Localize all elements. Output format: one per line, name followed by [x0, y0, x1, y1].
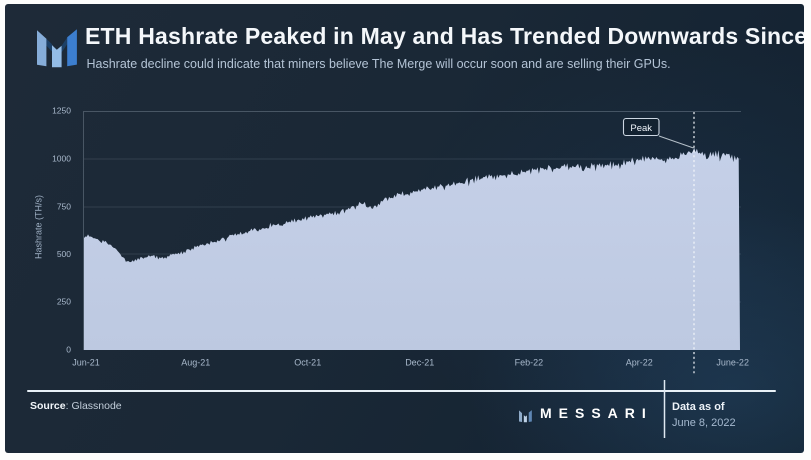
svg-text:Feb-22: Feb-22 — [515, 358, 544, 368]
svg-text:Hashrate (TH/s): Hashrate (TH/s) — [34, 195, 44, 259]
svg-text:500: 500 — [57, 249, 71, 259]
svg-text:1000: 1000 — [52, 154, 71, 164]
svg-text:Aug-21: Aug-21 — [181, 358, 210, 368]
svg-text:Apr-22: Apr-22 — [626, 358, 653, 368]
svg-text:250: 250 — [57, 297, 71, 307]
svg-text:0: 0 — [66, 345, 71, 355]
svg-text:June-22: June-22 — [716, 358, 749, 368]
svg-text:Peak: Peak — [630, 123, 652, 134]
svg-text:1250: 1250 — [52, 106, 71, 116]
svg-text:750: 750 — [57, 202, 71, 212]
svg-text:Oct-21: Oct-21 — [294, 358, 321, 368]
svg-text:Jun-21: Jun-21 — [72, 358, 100, 368]
svg-text:Dec-21: Dec-21 — [405, 358, 434, 368]
